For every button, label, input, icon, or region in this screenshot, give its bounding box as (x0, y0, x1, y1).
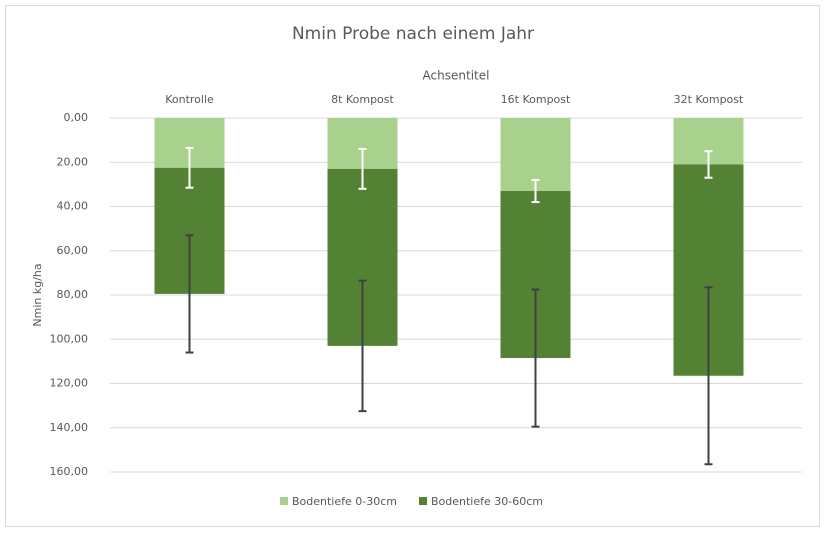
x-tick-label: Kontrolle (165, 93, 214, 106)
chart-title: Nmin Probe nach einem Jahr (292, 24, 534, 44)
x-tick-label: 8t Kompost (331, 93, 394, 106)
bar-segment (500, 118, 571, 192)
legend-swatch (280, 497, 288, 505)
error-bar (531, 178, 540, 204)
error-bar (531, 288, 540, 428)
error-bar (704, 286, 713, 466)
y-tick-label: 60,00 (57, 244, 89, 257)
x-tick-label: 16t Kompost (501, 93, 571, 106)
legend-label: Bodentiefe 30-60cm (431, 495, 543, 508)
y-tick-label: 80,00 (57, 288, 89, 301)
x-axis-title: Achsentitel (423, 69, 490, 83)
error-bar (185, 146, 194, 189)
y-tick-label: 140,00 (50, 421, 89, 434)
x-tick-label: 32t Kompost (674, 93, 744, 106)
y-tick-label: 160,00 (50, 465, 89, 478)
y-tick-label: 100,00 (50, 332, 89, 345)
y-tick-label: 120,00 (50, 377, 89, 390)
y-tick-label: 40,00 (57, 200, 89, 213)
y-axis-title: Nmin kg/ha (31, 263, 44, 326)
error-bar (358, 147, 367, 190)
legend-label: Bodentiefe 0-30cm (292, 495, 397, 508)
legend-swatch (419, 497, 427, 505)
error-bar (358, 279, 367, 413)
y-tick-label: 0,00 (64, 111, 89, 124)
y-tick-label: 20,00 (57, 155, 89, 168)
error-bar (185, 234, 194, 354)
error-bar (704, 150, 713, 179)
